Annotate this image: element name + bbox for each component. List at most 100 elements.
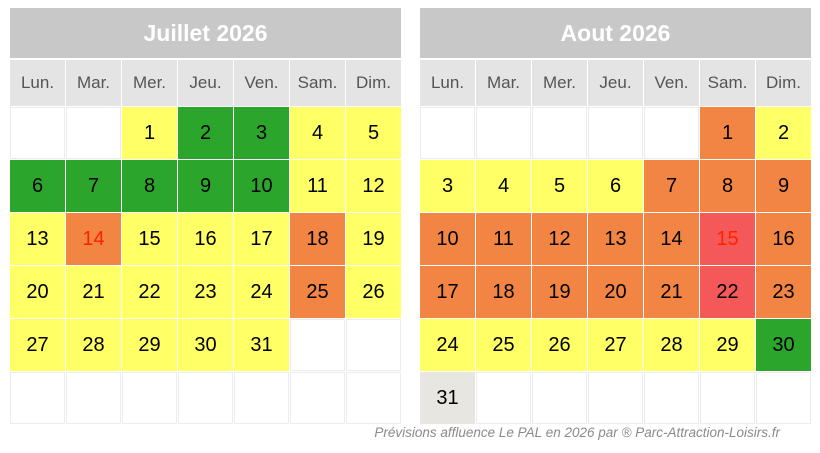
calendar-july: Juillet 2026 Lun. Mar. Mer. Jeu. Ven. Sam. Dim… bbox=[10, 8, 401, 424]
empty-day-cell bbox=[234, 372, 289, 424]
weekday-label: Jeu. bbox=[178, 60, 233, 106]
day-cell: 6 bbox=[10, 160, 65, 212]
empty-day-cell bbox=[588, 107, 643, 159]
week-row: 10 11 12 13 14 15 16 bbox=[420, 213, 811, 265]
empty-day-cell bbox=[122, 372, 177, 424]
weekday-label: Mer. bbox=[122, 60, 177, 106]
day-cell: 17 bbox=[420, 266, 475, 318]
empty-day-cell bbox=[346, 319, 401, 371]
day-cell: 7 bbox=[644, 160, 699, 212]
calendar-title: Juillet 2026 bbox=[10, 8, 401, 58]
day-cell: 24 bbox=[234, 266, 289, 318]
weekday-label: Dim. bbox=[756, 60, 811, 106]
day-cell: 12 bbox=[532, 213, 587, 265]
day-cell: 14 bbox=[644, 213, 699, 265]
day-cell: 26 bbox=[346, 266, 401, 318]
empty-day-cell bbox=[290, 372, 345, 424]
day-cell: 12 bbox=[346, 160, 401, 212]
weekday-label: Ven. bbox=[644, 60, 699, 106]
day-cell: 16 bbox=[756, 213, 811, 265]
day-cell: 13 bbox=[588, 213, 643, 265]
week-row bbox=[10, 372, 401, 424]
day-cell: 23 bbox=[178, 266, 233, 318]
day-cell: 7 bbox=[66, 160, 121, 212]
calendar-grid: 1 2 3 4 5 6 7 8 9 10 11 12 13 14 15 16 17 18 19 20 21 22 23 24 2… bbox=[420, 107, 811, 424]
day-cell: 4 bbox=[476, 160, 531, 212]
empty-day-cell bbox=[532, 372, 587, 424]
day-cell: 20 bbox=[10, 266, 65, 318]
week-row: 20 21 22 23 24 25 26 bbox=[10, 266, 401, 318]
empty-day-cell bbox=[644, 107, 699, 159]
day-cell: 10 bbox=[420, 213, 475, 265]
day-cell: 3 bbox=[420, 160, 475, 212]
weekday-label: Ven. bbox=[234, 60, 289, 106]
week-row: 27 28 29 30 31 bbox=[10, 319, 401, 371]
day-cell: 15 bbox=[700, 213, 755, 265]
empty-day-cell bbox=[66, 372, 121, 424]
day-cell: 19 bbox=[532, 266, 587, 318]
day-cell: 24 bbox=[420, 319, 475, 371]
weekday-label: Sam. bbox=[700, 60, 755, 106]
empty-day-cell bbox=[290, 319, 345, 371]
calendar-title: Aout 2026 bbox=[420, 8, 811, 58]
day-cell: 16 bbox=[178, 213, 233, 265]
day-cell: 2 bbox=[178, 107, 233, 159]
weekday-label: Mar. bbox=[476, 60, 531, 106]
day-cell: 22 bbox=[700, 266, 755, 318]
day-cell: 11 bbox=[290, 160, 345, 212]
day-cell: 4 bbox=[290, 107, 345, 159]
empty-day-cell bbox=[476, 372, 531, 424]
day-cell: 27 bbox=[10, 319, 65, 371]
day-cell: 20 bbox=[588, 266, 643, 318]
day-cell: 5 bbox=[532, 160, 587, 212]
day-cell: 31 bbox=[420, 372, 475, 424]
empty-day-cell bbox=[700, 372, 755, 424]
day-cell: 21 bbox=[66, 266, 121, 318]
day-cell: 1 bbox=[122, 107, 177, 159]
weekday-label: Lun. bbox=[420, 60, 475, 106]
empty-day-cell bbox=[476, 107, 531, 159]
day-cell: 18 bbox=[290, 213, 345, 265]
weekday-label: Mar. bbox=[66, 60, 121, 106]
day-cell: 8 bbox=[122, 160, 177, 212]
day-cell: 25 bbox=[476, 319, 531, 371]
day-cell: 14 bbox=[66, 213, 121, 265]
day-cell: 8 bbox=[700, 160, 755, 212]
week-row: 17 18 19 20 21 22 23 bbox=[420, 266, 811, 318]
day-cell: 31 bbox=[234, 319, 289, 371]
day-cell: 30 bbox=[756, 319, 811, 371]
empty-day-cell bbox=[346, 372, 401, 424]
empty-day-cell bbox=[532, 107, 587, 159]
day-cell: 10 bbox=[234, 160, 289, 212]
day-cell: 15 bbox=[122, 213, 177, 265]
week-row: 13 14 15 16 17 18 19 bbox=[10, 213, 401, 265]
empty-day-cell bbox=[66, 107, 121, 159]
weekday-label: Lun. bbox=[10, 60, 65, 106]
day-cell: 9 bbox=[756, 160, 811, 212]
day-cell: 17 bbox=[234, 213, 289, 265]
day-cell: 23 bbox=[756, 266, 811, 318]
day-cell: 25 bbox=[290, 266, 345, 318]
weekday-label: Sam. bbox=[290, 60, 345, 106]
weekday-label: Dim. bbox=[346, 60, 401, 106]
empty-day-cell bbox=[10, 107, 65, 159]
calendar-august: Aout 2026 Lun. Mar. Mer. Jeu. Ven. Sam. Dim. 1… bbox=[420, 8, 811, 424]
week-row: 31 bbox=[420, 372, 811, 424]
day-cell: 2 bbox=[756, 107, 811, 159]
day-cell: 11 bbox=[476, 213, 531, 265]
day-cell: 26 bbox=[532, 319, 587, 371]
day-cell: 6 bbox=[588, 160, 643, 212]
empty-day-cell bbox=[756, 372, 811, 424]
day-cell: 19 bbox=[346, 213, 401, 265]
footer-credit: Prévisions affluence Le PAL en 2026 par … bbox=[374, 425, 780, 440]
day-cell: 21 bbox=[644, 266, 699, 318]
week-row: 6 7 8 9 10 11 12 bbox=[10, 160, 401, 212]
day-cell: 29 bbox=[700, 319, 755, 371]
weekday-header-row: Lun. Mar. Mer. Jeu. Ven. Sam. Dim. bbox=[10, 60, 401, 106]
weekday-label: Jeu. bbox=[588, 60, 643, 106]
day-cell: 22 bbox=[122, 266, 177, 318]
day-cell: 30 bbox=[178, 319, 233, 371]
empty-day-cell bbox=[420, 107, 475, 159]
day-cell: 18 bbox=[476, 266, 531, 318]
